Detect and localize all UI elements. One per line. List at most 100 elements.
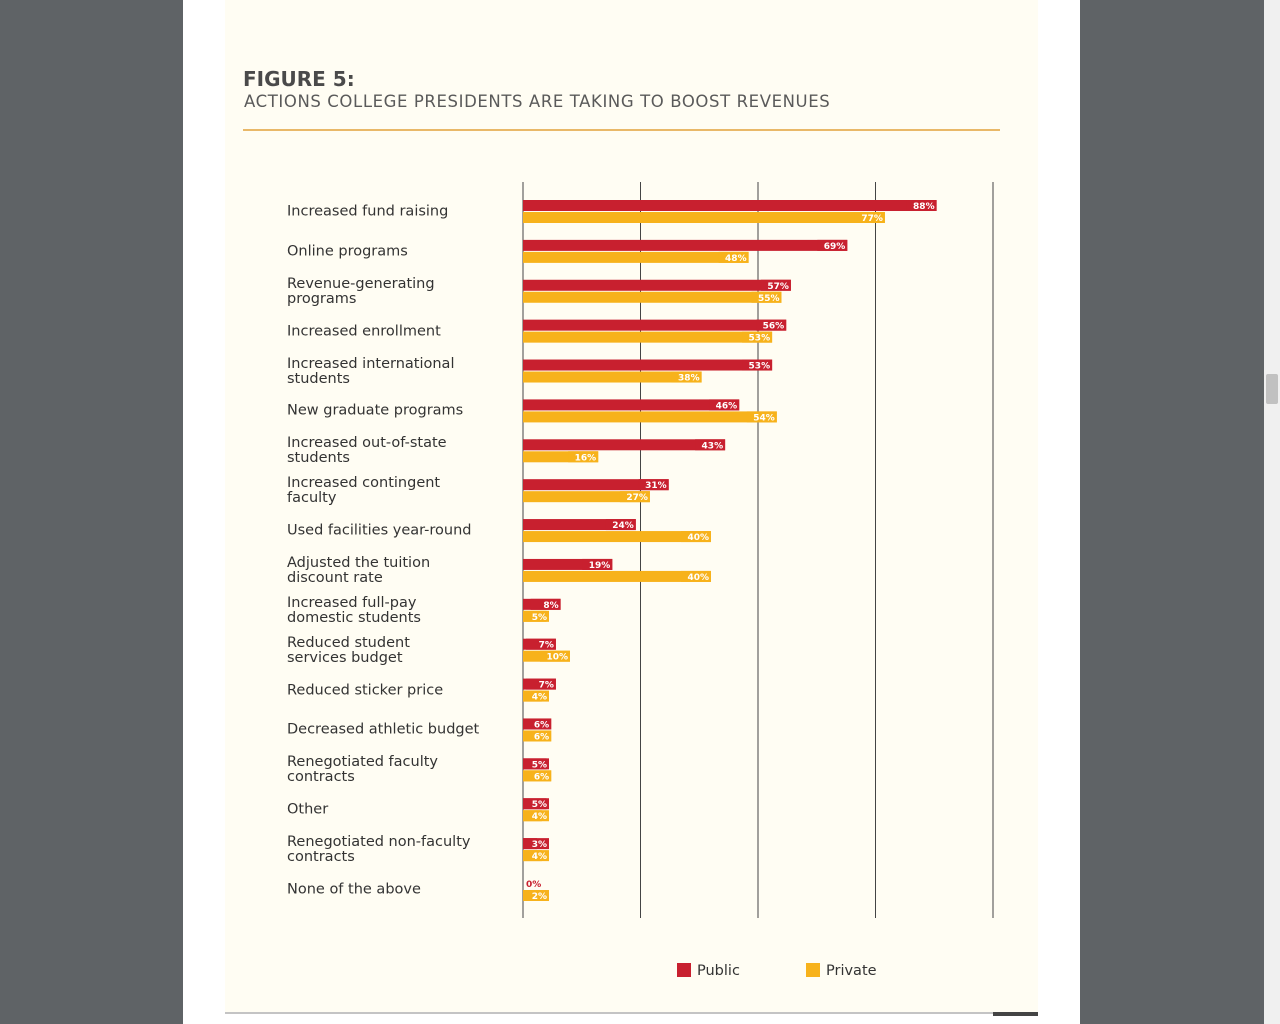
legend-swatch bbox=[677, 963, 691, 977]
bar bbox=[523, 239, 848, 251]
category-label: Increased enrollment bbox=[287, 323, 441, 340]
bar bbox=[523, 291, 782, 303]
value-label: 2% bbox=[532, 892, 547, 902]
category-label: Revenue-generating programs bbox=[287, 275, 435, 307]
bar bbox=[523, 570, 711, 582]
value-label: 46% bbox=[716, 401, 738, 411]
value-label: 31% bbox=[645, 481, 667, 491]
value-label-box bbox=[671, 371, 702, 383]
bar bbox=[523, 251, 749, 263]
value-label-box bbox=[568, 451, 599, 463]
value-label: 5% bbox=[532, 613, 547, 623]
category-label: Used facilities year-round bbox=[287, 522, 472, 539]
category-label: Increased international students bbox=[287, 355, 455, 387]
value-label-box bbox=[638, 479, 669, 491]
bar bbox=[523, 558, 613, 570]
footer-block bbox=[993, 1012, 1038, 1016]
value-label: 69% bbox=[824, 242, 846, 252]
value-label: 53% bbox=[749, 334, 771, 344]
value-label: 7% bbox=[539, 681, 554, 691]
bar bbox=[523, 279, 791, 291]
chart-subtitle: ACTIONS COLLEGE PRESIDENTS ARE TAKING TO… bbox=[244, 92, 830, 111]
bar bbox=[523, 479, 669, 491]
value-label: 88% bbox=[913, 202, 935, 212]
value-label-box bbox=[681, 570, 711, 582]
value-label: 4% bbox=[532, 812, 547, 822]
value-label-box bbox=[681, 531, 711, 543]
value-label-box bbox=[906, 200, 937, 211]
value-label: 40% bbox=[687, 533, 709, 543]
bar bbox=[523, 531, 711, 543]
value-label: 6% bbox=[534, 732, 549, 742]
category-label: Increased fund raising bbox=[287, 203, 449, 220]
bar bbox=[523, 439, 726, 451]
value-label-box bbox=[540, 650, 570, 662]
chart-title: FIGURE 5: bbox=[243, 67, 355, 91]
bar bbox=[523, 212, 885, 223]
value-label: 77% bbox=[861, 214, 883, 224]
value-label-box bbox=[525, 678, 556, 690]
category-label: New graduate programs bbox=[287, 402, 464, 419]
bar bbox=[523, 200, 937, 211]
value-label: 0% bbox=[526, 880, 541, 890]
value-label: 19% bbox=[589, 561, 611, 571]
value-label: 27% bbox=[626, 493, 648, 503]
value-label-box bbox=[523, 890, 549, 901]
value-label-box bbox=[523, 770, 552, 782]
value-label-box bbox=[709, 399, 740, 411]
value-label-box bbox=[523, 810, 549, 822]
bar bbox=[523, 411, 777, 423]
value-label-box bbox=[582, 558, 613, 570]
legend-label: Public bbox=[697, 963, 740, 979]
value-label-box bbox=[746, 411, 777, 423]
value-label-box bbox=[523, 610, 549, 622]
bar bbox=[523, 319, 787, 331]
value-label-box bbox=[751, 291, 782, 303]
value-label-box bbox=[619, 491, 650, 503]
value-label-box bbox=[742, 359, 773, 371]
category-label: Increased out-of-state students bbox=[287, 435, 447, 467]
value-label: 5% bbox=[532, 800, 547, 810]
value-label: 10% bbox=[546, 653, 568, 663]
category-label: Reduced student services budget bbox=[287, 634, 410, 666]
value-label: 54% bbox=[753, 413, 775, 423]
value-label-box bbox=[695, 439, 726, 451]
page-background bbox=[225, 0, 1038, 1012]
category-label: None of the above bbox=[287, 881, 421, 898]
value-label: 4% bbox=[532, 693, 547, 703]
category-label: Decreased athletic budget bbox=[287, 721, 480, 738]
value-label-box bbox=[523, 850, 549, 862]
category-label: Increased contingent faculty bbox=[287, 475, 441, 507]
bar bbox=[523, 359, 773, 371]
value-label: 57% bbox=[767, 282, 789, 292]
bar bbox=[523, 491, 650, 503]
bar bbox=[523, 371, 702, 383]
value-label-box bbox=[523, 758, 549, 770]
value-label: 48% bbox=[725, 254, 747, 264]
category-label: Renegotiated non-faculty contracts bbox=[287, 834, 471, 866]
value-label-box bbox=[523, 798, 549, 810]
scrollbar[interactable] bbox=[1264, 0, 1280, 1024]
value-label: 38% bbox=[678, 374, 700, 384]
value-label-box bbox=[742, 331, 773, 343]
value-label-box bbox=[523, 730, 552, 742]
value-label: 7% bbox=[539, 641, 554, 651]
value-label: 5% bbox=[532, 760, 547, 770]
value-label: 24% bbox=[612, 521, 634, 531]
value-label: 43% bbox=[702, 441, 724, 451]
value-label: 6% bbox=[534, 772, 549, 782]
bar bbox=[523, 399, 740, 411]
scrollbar-thumb[interactable] bbox=[1266, 374, 1278, 404]
value-label-box bbox=[756, 319, 787, 331]
legend-label: Private bbox=[826, 963, 877, 979]
value-label-box bbox=[760, 279, 791, 291]
value-label: 55% bbox=[758, 294, 780, 304]
category-label: Other bbox=[287, 801, 329, 818]
category-label: Increased full-pay domestic students bbox=[287, 594, 421, 626]
value-label-box bbox=[854, 212, 885, 223]
category-label: Online programs bbox=[287, 243, 408, 260]
value-label-box bbox=[718, 251, 749, 263]
value-label: 40% bbox=[687, 573, 709, 583]
